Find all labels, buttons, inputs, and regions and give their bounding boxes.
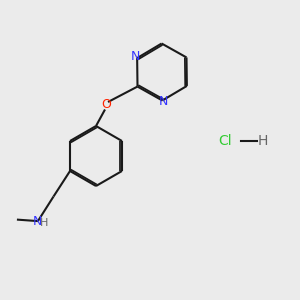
Text: Cl: Cl (218, 134, 232, 148)
Text: N: N (159, 95, 169, 109)
Text: N: N (33, 214, 43, 228)
Text: H: H (257, 134, 268, 148)
Text: O: O (102, 98, 111, 112)
Text: N: N (131, 50, 140, 63)
Text: H: H (40, 218, 49, 229)
